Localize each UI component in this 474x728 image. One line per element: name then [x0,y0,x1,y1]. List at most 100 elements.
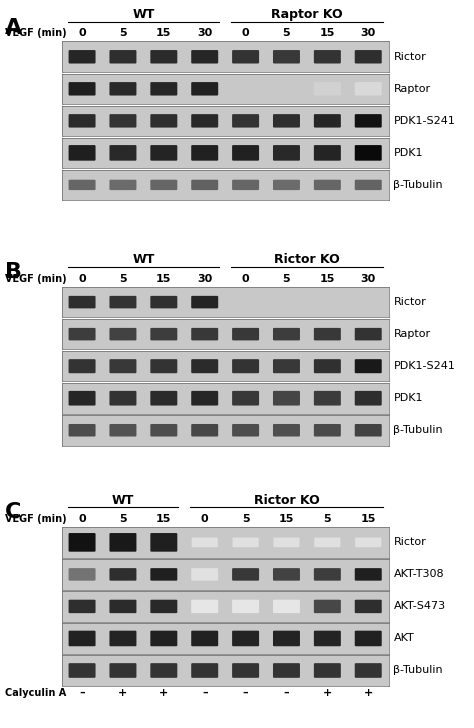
Text: 0: 0 [78,28,86,39]
FancyBboxPatch shape [314,359,341,373]
Text: C: C [5,502,21,522]
FancyBboxPatch shape [232,600,259,613]
FancyBboxPatch shape [150,568,177,581]
FancyBboxPatch shape [69,180,96,190]
FancyBboxPatch shape [273,145,300,161]
FancyBboxPatch shape [69,600,96,613]
FancyBboxPatch shape [355,600,382,613]
Text: 0: 0 [201,514,209,524]
FancyBboxPatch shape [191,537,218,547]
FancyBboxPatch shape [355,114,382,127]
FancyBboxPatch shape [273,663,300,678]
FancyBboxPatch shape [69,296,96,309]
FancyBboxPatch shape [150,663,177,678]
FancyBboxPatch shape [109,533,137,552]
FancyBboxPatch shape [69,533,96,552]
FancyBboxPatch shape [109,145,137,161]
Text: –: – [202,688,208,698]
Text: –: – [283,688,289,698]
FancyBboxPatch shape [191,50,218,63]
Text: AKT-S473: AKT-S473 [393,601,446,612]
FancyBboxPatch shape [314,391,341,405]
FancyBboxPatch shape [150,82,177,95]
FancyBboxPatch shape [191,145,218,161]
FancyBboxPatch shape [232,568,259,581]
Text: Rictor: Rictor [393,537,426,547]
FancyBboxPatch shape [232,663,259,678]
FancyBboxPatch shape [69,391,96,405]
FancyBboxPatch shape [355,82,382,95]
FancyBboxPatch shape [150,533,177,552]
FancyBboxPatch shape [150,391,177,405]
Text: PDK1: PDK1 [393,148,423,158]
FancyBboxPatch shape [273,114,300,127]
Text: 5: 5 [119,274,127,284]
Text: Raptor: Raptor [393,329,430,339]
FancyBboxPatch shape [232,630,259,646]
FancyBboxPatch shape [191,630,218,646]
FancyBboxPatch shape [273,568,300,581]
Text: 15: 15 [156,514,172,524]
FancyBboxPatch shape [150,180,177,190]
Text: VEGF (min): VEGF (min) [5,514,66,524]
FancyBboxPatch shape [355,328,382,341]
Text: 30: 30 [361,274,376,284]
FancyBboxPatch shape [191,391,218,405]
FancyBboxPatch shape [150,328,177,341]
FancyBboxPatch shape [232,359,259,373]
FancyBboxPatch shape [109,391,137,405]
FancyBboxPatch shape [109,82,137,95]
FancyBboxPatch shape [150,600,177,613]
FancyBboxPatch shape [109,600,137,613]
FancyBboxPatch shape [314,537,340,547]
Text: WT: WT [132,253,155,266]
FancyBboxPatch shape [150,359,177,373]
FancyBboxPatch shape [273,50,300,63]
Text: VEGF (min): VEGF (min) [5,28,66,39]
FancyBboxPatch shape [191,180,218,190]
FancyBboxPatch shape [232,145,259,161]
FancyBboxPatch shape [232,180,259,190]
FancyBboxPatch shape [273,424,300,437]
Text: 15: 15 [319,28,335,39]
FancyBboxPatch shape [232,328,259,341]
FancyBboxPatch shape [191,359,218,373]
Text: +: + [118,688,128,698]
FancyBboxPatch shape [69,663,96,678]
FancyBboxPatch shape [273,359,300,373]
Text: AKT: AKT [393,633,414,644]
FancyBboxPatch shape [314,180,341,190]
Text: 5: 5 [242,514,249,524]
Text: A: A [5,18,22,38]
FancyBboxPatch shape [191,600,218,613]
FancyBboxPatch shape [69,630,96,646]
Text: WT: WT [132,8,155,21]
FancyBboxPatch shape [314,663,341,678]
FancyBboxPatch shape [355,180,382,190]
FancyBboxPatch shape [314,50,341,63]
FancyBboxPatch shape [314,114,341,127]
Text: 15: 15 [156,28,172,39]
FancyBboxPatch shape [273,600,300,613]
FancyBboxPatch shape [314,145,341,161]
Text: +: + [323,688,332,698]
FancyBboxPatch shape [69,145,96,161]
FancyBboxPatch shape [273,391,300,405]
Text: AKT-T308: AKT-T308 [393,569,444,579]
Text: 5: 5 [119,28,127,39]
Text: –: – [79,688,85,698]
Text: 15: 15 [361,514,376,524]
Text: 15: 15 [279,514,294,524]
Text: Raptor: Raptor [393,84,430,94]
Text: Rictor KO: Rictor KO [274,253,340,266]
FancyBboxPatch shape [355,424,382,437]
Text: +: + [364,688,373,698]
FancyBboxPatch shape [232,50,259,63]
FancyBboxPatch shape [232,424,259,437]
FancyBboxPatch shape [69,424,96,437]
FancyBboxPatch shape [69,114,96,127]
Text: Raptor KO: Raptor KO [271,8,343,21]
Text: 0: 0 [78,274,86,284]
FancyBboxPatch shape [355,537,381,547]
FancyBboxPatch shape [191,296,218,309]
